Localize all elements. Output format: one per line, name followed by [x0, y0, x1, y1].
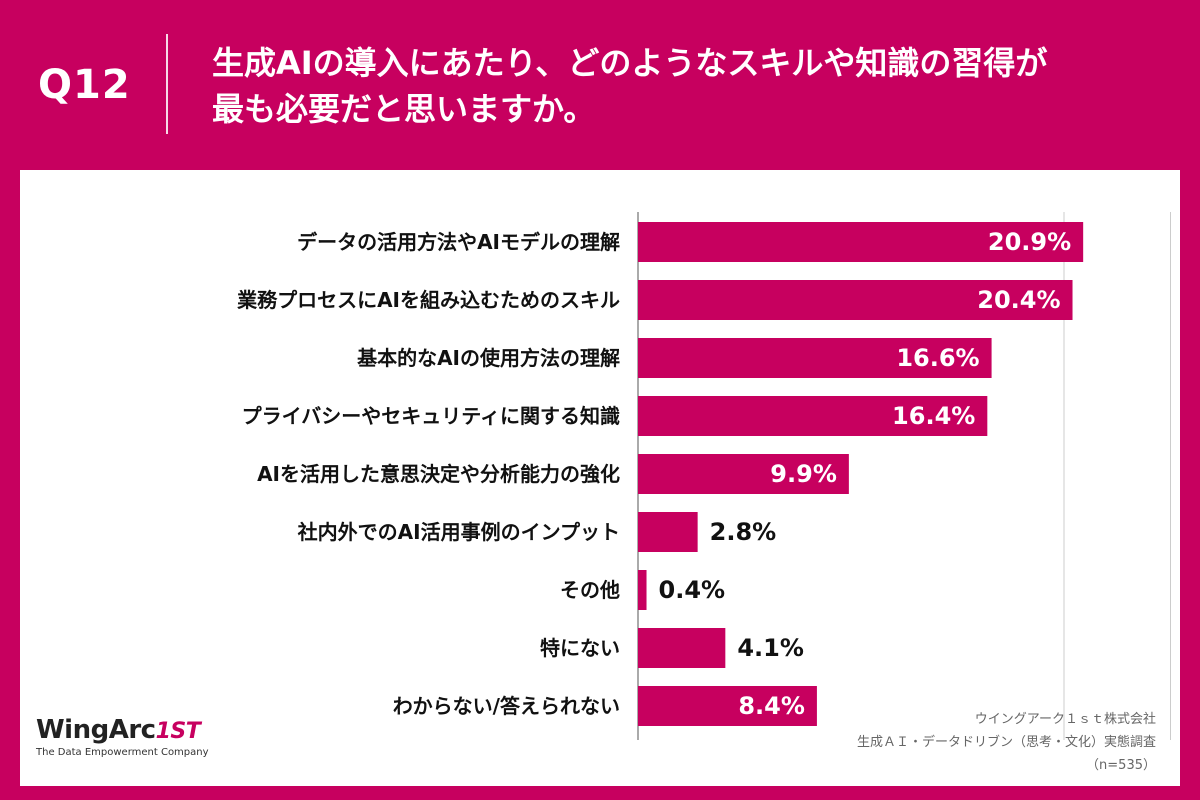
- header-divider: [166, 34, 168, 134]
- category-label: 社内外でのAI活用事例のインプット: [297, 520, 620, 544]
- value-label: 20.4%: [977, 286, 1060, 314]
- bar: [638, 512, 698, 552]
- bar: [638, 628, 726, 668]
- bar-chart: データの活用方法やAIモデルの理解 20.9% 業務プロセスにAIを組み込むためのス…: [237, 212, 1171, 740]
- logo-mark-suffix: ST: [170, 719, 201, 744]
- bar: [638, 222, 1084, 262]
- value-label: 9.9%: [770, 460, 837, 488]
- category-label: データの活用方法やAIモデルの理解: [297, 230, 620, 254]
- bar: [638, 570, 647, 610]
- source-survey: 生成ＡＩ・データドリブン（思考・文化）実態調査: [856, 735, 1156, 750]
- category-label: 業務プロセスにAIを組み込むためのスキル: [237, 288, 620, 312]
- bar: [638, 686, 817, 726]
- question-line-2: 最も必要だと思いますか。: [212, 90, 596, 128]
- source-company: ウイングアーク１ｓｔ株式会社: [974, 712, 1156, 727]
- wingarc-logo: WingArc1ST The Data Empowerment Company: [36, 715, 209, 758]
- bar: [638, 280, 1073, 320]
- category-label: わからない/答えられない: [393, 694, 620, 718]
- source-sample-size: （n=535）: [1086, 758, 1156, 773]
- bar: [638, 396, 988, 436]
- category-label: 基本的なAIの使用方法の理解: [357, 346, 620, 370]
- category-label: プライバシーやセキュリティに関する知識: [242, 404, 620, 428]
- category-label: その他: [560, 578, 620, 602]
- source-note: ウイングアーク１ｓｔ株式会社 生成ＡＩ・データドリブン（思考・文化）実態調査 （…: [796, 708, 1156, 777]
- question-header: Q12 生成AIの導入にあたり、どのようなスキルや知識の習得が 最も必要だと思い…: [0, 0, 1200, 170]
- chart-panel: データの活用方法やAIモデルの理解 20.9% 業務プロセスにAIを組み込むためのス…: [20, 170, 1180, 786]
- category-label: 特にない: [540, 636, 620, 660]
- question-line-1: 生成AIの導入にあたり、どのようなスキルや知識の習得が: [212, 44, 1048, 82]
- value-label: 16.6%: [896, 344, 979, 372]
- value-label: 20.9%: [988, 228, 1071, 256]
- value-label: 4.1%: [737, 634, 804, 662]
- question-text: 生成AIの導入にあたり、どのようなスキルや知識の習得が 最も必要だと思いますか。: [212, 40, 1172, 132]
- bar: [638, 454, 849, 494]
- logo-wordmark: WingArc1ST: [36, 715, 209, 745]
- logo-brand: WingArc: [36, 715, 156, 745]
- bar: [638, 338, 992, 378]
- value-label: 2.8%: [710, 518, 777, 546]
- logo-mark-digit: 1: [155, 719, 171, 744]
- value-label: 0.4%: [659, 576, 726, 604]
- logo-tagline: The Data Empowerment Company: [36, 747, 209, 758]
- category-label: AIを活用した意思決定や分析能力の強化: [257, 462, 620, 486]
- value-label: 16.4%: [892, 402, 975, 430]
- question-number: Q12: [38, 62, 131, 108]
- value-label: 8.4%: [738, 692, 805, 720]
